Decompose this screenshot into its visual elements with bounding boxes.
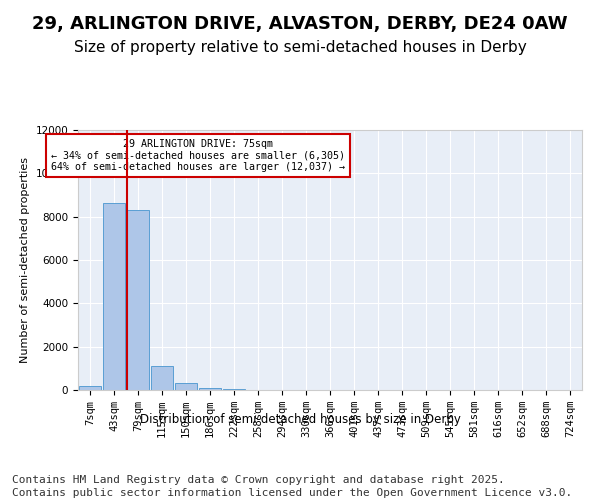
- Bar: [199, 388, 221, 390]
- Bar: [103, 202, 125, 390]
- Bar: [127, 210, 149, 390]
- Bar: [151, 366, 173, 390]
- Bar: [175, 383, 197, 390]
- Text: Contains public sector information licensed under the Open Government Licence v3: Contains public sector information licen…: [12, 488, 572, 498]
- Text: 29, ARLINGTON DRIVE, ALVASTON, DERBY, DE24 0AW: 29, ARLINGTON DRIVE, ALVASTON, DERBY, DE…: [32, 15, 568, 33]
- Text: Distribution of semi-detached houses by size in Derby: Distribution of semi-detached houses by …: [140, 412, 460, 426]
- Text: Size of property relative to semi-detached houses in Derby: Size of property relative to semi-detach…: [74, 40, 526, 55]
- Bar: [79, 386, 101, 390]
- Bar: [223, 388, 245, 390]
- Text: Contains HM Land Registry data © Crown copyright and database right 2025.: Contains HM Land Registry data © Crown c…: [12, 475, 505, 485]
- Text: 29 ARLINGTON DRIVE: 75sqm
← 34% of semi-detached houses are smaller (6,305)
64% : 29 ARLINGTON DRIVE: 75sqm ← 34% of semi-…: [51, 138, 345, 172]
- Y-axis label: Number of semi-detached properties: Number of semi-detached properties: [20, 157, 30, 363]
